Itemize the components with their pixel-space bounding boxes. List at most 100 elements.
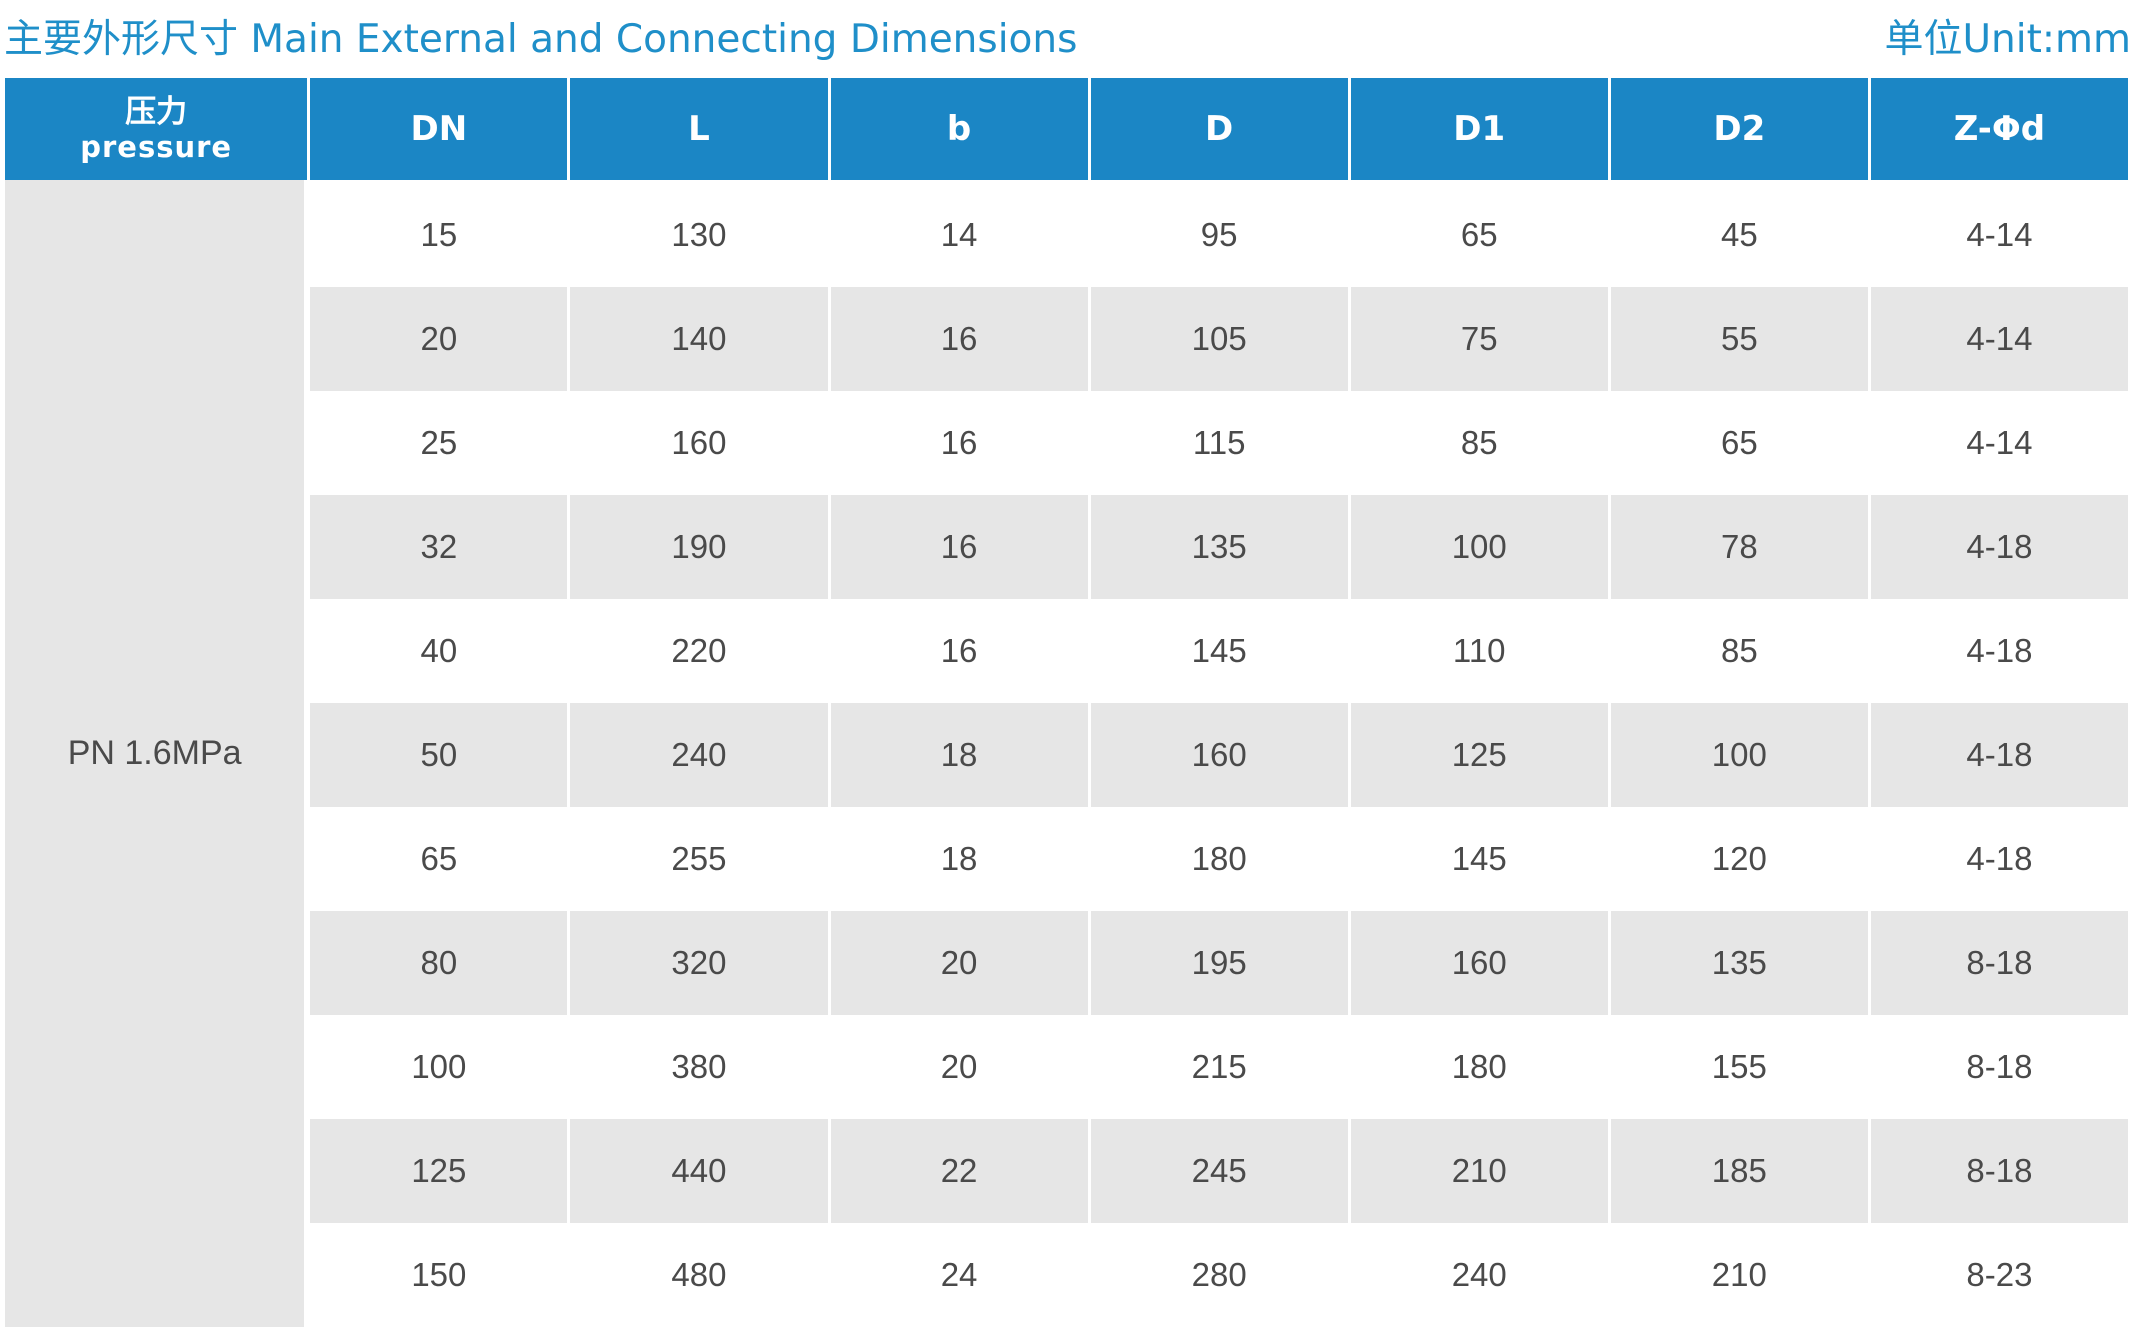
table-body: PN 1.6MPa 15 130 14 95 65 45 4-14 20 140…	[5, 180, 2128, 1327]
cell-d: 245	[1087, 1119, 1348, 1223]
cell-l: 140	[567, 287, 828, 391]
dimensions-table: 压力 pressure DN L b D D1 D2 Z-Φd PN 1.6MP…	[5, 78, 2128, 1327]
cell-d2: 185	[1607, 1119, 1868, 1223]
cell-l: 380	[567, 1015, 828, 1119]
cell-dn: 50	[307, 703, 568, 807]
table-row: 125 440 22 245 210 185 8-18	[5, 1119, 2128, 1223]
cell-b: 22	[827, 1119, 1088, 1223]
cell-dn: 15	[307, 180, 568, 287]
cell-dn: 32	[307, 495, 568, 599]
cell-b: 14	[827, 180, 1088, 287]
unit-label: 单位Unit:mm	[1884, 17, 2131, 62]
cell-d: 105	[1087, 287, 1348, 391]
cell-d: 160	[1087, 703, 1348, 807]
cell-d2: 135	[1607, 911, 1868, 1015]
pressure-cell: PN 1.6MPa	[5, 180, 308, 1327]
cell-dn: 65	[307, 807, 568, 911]
cell-dn: 25	[307, 391, 568, 495]
header-pressure-cn: 压力	[125, 94, 188, 130]
cell-z-phi-d: 8-18	[1867, 1119, 2128, 1223]
cell-l: 320	[567, 911, 828, 1015]
cell-b: 16	[827, 599, 1088, 703]
cell-l: 255	[567, 807, 828, 911]
cell-b: 20	[827, 911, 1088, 1015]
cell-z-phi-d: 4-18	[1867, 495, 2128, 599]
table-row: 25 160 16 115 85 65 4-14	[5, 391, 2128, 495]
cell-d2: 78	[1607, 495, 1868, 599]
cell-d: 195	[1087, 911, 1348, 1015]
header-d: D	[1087, 78, 1348, 180]
cell-b: 16	[827, 495, 1088, 599]
table-row: 65 255 18 180 145 120 4-18	[5, 807, 2128, 911]
cell-d1: 240	[1347, 1223, 1608, 1327]
cell-d2: 210	[1607, 1223, 1868, 1327]
cell-l: 240	[567, 703, 828, 807]
table-row: 150 480 24 280 240 210 8-23	[5, 1223, 2128, 1327]
cell-d2: 65	[1607, 391, 1868, 495]
cell-d2: 55	[1607, 287, 1868, 391]
table-row: 80 320 20 195 160 135 8-18	[5, 911, 2128, 1015]
cell-d: 215	[1087, 1015, 1348, 1119]
cell-z-phi-d: 8-18	[1867, 1015, 2128, 1119]
cell-dn: 20	[307, 287, 568, 391]
cell-d2: 45	[1607, 180, 1868, 287]
cell-l: 130	[567, 180, 828, 287]
cell-dn: 40	[307, 599, 568, 703]
table-row: 32 190 16 135 100 78 4-18	[5, 495, 2128, 599]
header-l: L	[567, 78, 828, 180]
cell-d2: 100	[1607, 703, 1868, 807]
cell-l: 440	[567, 1119, 828, 1223]
cell-d2: 120	[1607, 807, 1868, 911]
table-row: 100 380 20 215 180 155 8-18	[5, 1015, 2128, 1119]
table-row: PN 1.6MPa 15 130 14 95 65 45 4-14	[5, 180, 2128, 1327]
cell-d: 280	[1087, 1223, 1348, 1327]
page-title: 主要外形尺寸 Main External and Connecting Dime…	[4, 17, 1078, 62]
cell-l: 480	[567, 1223, 828, 1327]
cell-l: 160	[567, 391, 828, 495]
cell-d2: 85	[1607, 599, 1868, 703]
header-pressure-en: pressure	[80, 130, 233, 164]
table-row: 20 140 16 105 75 55 4-14	[5, 287, 2128, 391]
header-pressure: 压力 pressure	[5, 78, 308, 180]
cell-d1: 145	[1347, 807, 1608, 911]
cell-l: 220	[567, 599, 828, 703]
cell-z-phi-d: 4-14	[1867, 391, 2128, 495]
cell-d: 145	[1087, 599, 1348, 703]
cell-z-phi-d: 8-18	[1867, 911, 2128, 1015]
cell-d1: 160	[1347, 911, 1608, 1015]
cell-d2: 155	[1607, 1015, 1868, 1119]
header-d2: D2	[1607, 78, 1868, 180]
cell-b: 18	[827, 807, 1088, 911]
cell-b: 24	[827, 1223, 1088, 1327]
cell-b: 18	[827, 703, 1088, 807]
cell-b: 16	[827, 287, 1088, 391]
table-row: 40 220 16 145 110 85 4-18	[5, 599, 2128, 703]
cell-l: 190	[567, 495, 828, 599]
cell-z-phi-d: 4-14	[1867, 287, 2128, 391]
cell-z-phi-d: 4-18	[1867, 807, 2128, 911]
table-row: 50 240 18 160 125 100 4-18	[5, 703, 2128, 807]
cell-d1: 110	[1347, 599, 1608, 703]
cell-dn: 150	[307, 1223, 568, 1327]
cell-d: 115	[1087, 391, 1348, 495]
table-header-row: 压力 pressure DN L b D D1 D2 Z-Φd	[5, 78, 2128, 180]
title-bar: 主要外形尺寸 Main External and Connecting Dime…	[0, 0, 2137, 75]
cell-d1: 85	[1347, 391, 1608, 495]
cell-z-phi-d: 4-18	[1867, 599, 2128, 703]
cell-z-phi-d: 4-14	[1867, 180, 2128, 287]
cell-d1: 75	[1347, 287, 1608, 391]
cell-dn: 125	[307, 1119, 568, 1223]
header-z-phi-d: Z-Φd	[1867, 78, 2128, 180]
header-d1: D1	[1347, 78, 1608, 180]
cell-d: 135	[1087, 495, 1348, 599]
header-dn: DN	[307, 78, 568, 180]
cell-z-phi-d: 4-18	[1867, 703, 2128, 807]
cell-dn: 80	[307, 911, 568, 1015]
cell-dn: 100	[307, 1015, 568, 1119]
cell-d1: 180	[1347, 1015, 1608, 1119]
cell-d1: 125	[1347, 703, 1608, 807]
cell-d1: 100	[1347, 495, 1608, 599]
cell-b: 20	[827, 1015, 1088, 1119]
cell-b: 16	[827, 391, 1088, 495]
cell-d: 95	[1087, 180, 1348, 287]
